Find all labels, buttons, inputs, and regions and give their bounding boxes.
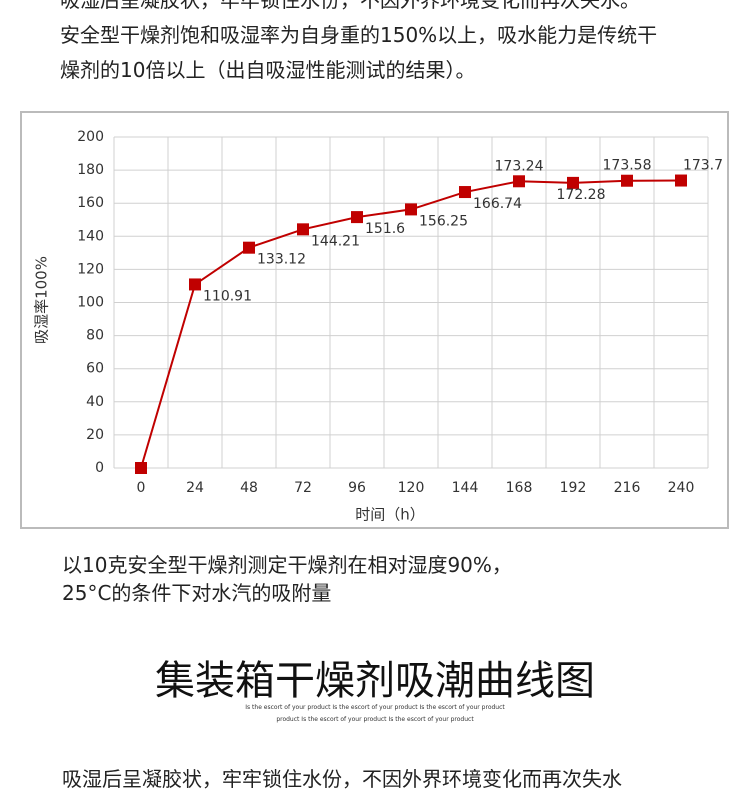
x-tick-label: 168 [506, 480, 533, 496]
marker [135, 462, 147, 474]
y-tick-label: 180 [77, 162, 104, 178]
marker [675, 174, 687, 187]
tagline: product Is the escort of your product Is… [276, 716, 474, 723]
x-tick-label: 96 [348, 480, 366, 496]
marker [513, 175, 525, 188]
y-tick-label: 200 [77, 129, 104, 145]
y-tick-label: 80 [86, 328, 104, 344]
x-tick-label: 192 [560, 480, 587, 496]
x-tick-label: 72 [294, 480, 312, 496]
data-label: 156.25 [419, 213, 468, 229]
caption-line: 以10克安全型干燥剂测定干燥剂在相对湿度90%， [62, 553, 512, 577]
data-label: 173.24 [495, 158, 544, 174]
x-tick-label: 24 [186, 480, 204, 496]
tagline: Is the escort of your product Is the esc… [245, 704, 505, 711]
caption-line: 25°C的条件下对水汽的吸附量 [62, 581, 332, 605]
marker [459, 186, 471, 199]
x-tick-label: 240 [668, 480, 695, 496]
marker [351, 211, 363, 224]
footer-text: 吸湿后呈凝胶状，牢牢锁住水份，不因外界环境变化而再次失水 [62, 767, 622, 790]
chart-frame [20, 111, 729, 529]
data-label: 110.91 [203, 288, 252, 304]
marker [243, 241, 255, 254]
data-label: 133.12 [257, 252, 306, 268]
data-label: 173.58 [603, 158, 652, 174]
heading: 集装箱干燥剂吸潮曲线图 [155, 658, 595, 704]
x-tick-label: 48 [240, 480, 258, 496]
marker [567, 176, 579, 189]
data-label: 151.6 [365, 221, 405, 237]
y-tick-label: 20 [86, 427, 104, 443]
chart: 时间（h） 吸湿率100% 0 20 40 60 80 100 120 140 160 180 20… [20, 111, 729, 529]
y-tick-label: 100 [77, 295, 104, 311]
marker [405, 203, 417, 216]
x-tick-label: 0 [137, 480, 146, 496]
x-tick-label: 216 [614, 480, 641, 496]
y-tick-label: 160 [77, 195, 104, 211]
intro-line: 燥剂的10倍以上（出自吸湿性能测试的结果）。 [60, 58, 476, 82]
y-tick-label: 140 [77, 228, 104, 244]
data-label: 172.28 [557, 187, 606, 203]
marker [189, 278, 201, 291]
intro-line: 吸湿后呈凝胶状，牢牢锁住水份，不因外界环境变化而再次失水。 [60, 0, 640, 12]
y-tick-label: 0 [95, 460, 104, 476]
y-tick-label: 60 [86, 361, 104, 377]
x-tick-label: 144 [452, 480, 479, 496]
y-tick-label: 120 [77, 261, 104, 277]
x-tick-label: 120 [398, 480, 425, 496]
marker [297, 223, 309, 236]
data-label: 173.7 [683, 158, 723, 174]
data-label: 144.21 [311, 233, 360, 249]
intro-line: 安全型干燥剂饱和吸湿率为自身重的150%以上，吸水能力是传统干 [60, 23, 658, 47]
y-axis-title: 吸湿率100% [33, 256, 51, 344]
data-label: 166.74 [473, 196, 522, 212]
marker [621, 174, 633, 187]
x-axis-title: 时间（h） [355, 506, 425, 524]
y-tick-label: 40 [86, 394, 104, 410]
